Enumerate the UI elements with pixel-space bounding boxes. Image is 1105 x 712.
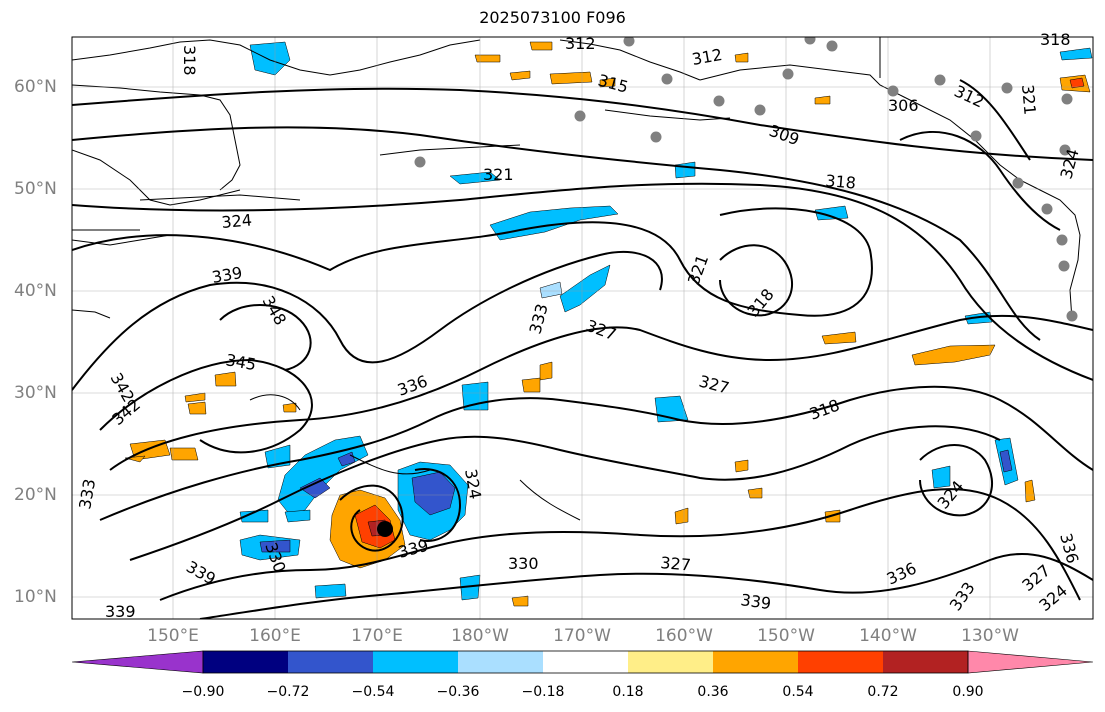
colorbar-tick-label: −0.54 bbox=[351, 684, 395, 700]
colorbar-segment bbox=[883, 651, 968, 673]
contour-label: 327 bbox=[660, 553, 692, 575]
colorbar-tick-label: −0.72 bbox=[266, 684, 310, 700]
lat-label: 20°N bbox=[14, 485, 57, 505]
lon-label: 180°W bbox=[451, 626, 509, 646]
colorbar-segment bbox=[458, 651, 543, 673]
contour-label: 330 bbox=[508, 554, 539, 573]
colorbar-segment bbox=[713, 651, 798, 673]
contour-label: 339 bbox=[739, 590, 772, 613]
contour-label: 339 bbox=[105, 602, 136, 621]
contour-label: 321 bbox=[1018, 84, 1040, 116]
colorbar-tick-label: 0.36 bbox=[697, 684, 729, 700]
map-panel bbox=[72, 37, 1093, 619]
lat-label: 30°N bbox=[14, 383, 57, 403]
colorbar-segment bbox=[543, 651, 628, 673]
lon-label: 140°W bbox=[859, 626, 917, 646]
colorbar-segment bbox=[798, 651, 883, 673]
lon-label: 160°W bbox=[655, 626, 713, 646]
map-title: 2025073100 F096 bbox=[479, 8, 626, 27]
colorbar-tick-label: 0.90 bbox=[952, 684, 984, 700]
shaded-fields bbox=[124, 41, 1093, 607]
lon-label: 160°E bbox=[249, 626, 301, 646]
lat-label: 60°N bbox=[14, 77, 57, 97]
storm-center-marker bbox=[377, 521, 393, 537]
coastlines bbox=[72, 37, 1081, 321]
colorbar-extend-low bbox=[71, 650, 204, 674]
lat-label: 50°N bbox=[14, 179, 57, 199]
lat-label: 40°N bbox=[14, 281, 57, 301]
contour-label: 318 bbox=[180, 45, 199, 76]
colorbar-tick-label: 0.54 bbox=[782, 684, 814, 700]
contour-label: 306 bbox=[888, 96, 919, 115]
thin-contours bbox=[72, 194, 581, 521]
lon-label: 170°E bbox=[351, 626, 403, 646]
contour-label: 318 bbox=[1040, 30, 1071, 49]
contour-label: 321 bbox=[483, 165, 514, 184]
colorbar-segment bbox=[373, 651, 458, 673]
colorbar-tick-label: 0.18 bbox=[612, 684, 644, 700]
contour-label: 318 bbox=[825, 171, 857, 193]
colorbar-extend-high bbox=[967, 650, 1094, 674]
colorbar-segment bbox=[288, 651, 373, 673]
graticule bbox=[72, 37, 1093, 619]
colorbar-segment bbox=[203, 651, 288, 673]
colorbar-tick-label: −0.18 bbox=[521, 684, 565, 700]
lon-label: 150°W bbox=[757, 626, 815, 646]
colorbar-tick-label: 0.72 bbox=[867, 684, 899, 700]
colorbar-tick-label: −0.90 bbox=[181, 684, 225, 700]
colorbar-segment bbox=[628, 651, 713, 673]
contour-label: 312 bbox=[565, 34, 596, 53]
contour-label: 324 bbox=[221, 210, 253, 232]
colorbar-tick-label: −0.36 bbox=[436, 684, 480, 700]
lon-label: 150°E bbox=[147, 626, 199, 646]
lon-label: 170°W bbox=[553, 626, 611, 646]
contour-lines bbox=[72, 79, 1093, 619]
colorbar bbox=[71, 650, 1094, 674]
station-markers bbox=[414, 37, 1078, 322]
map-frame bbox=[71, 36, 1094, 620]
lat-label: 10°N bbox=[14, 587, 57, 607]
lon-label: 130°W bbox=[961, 626, 1019, 646]
